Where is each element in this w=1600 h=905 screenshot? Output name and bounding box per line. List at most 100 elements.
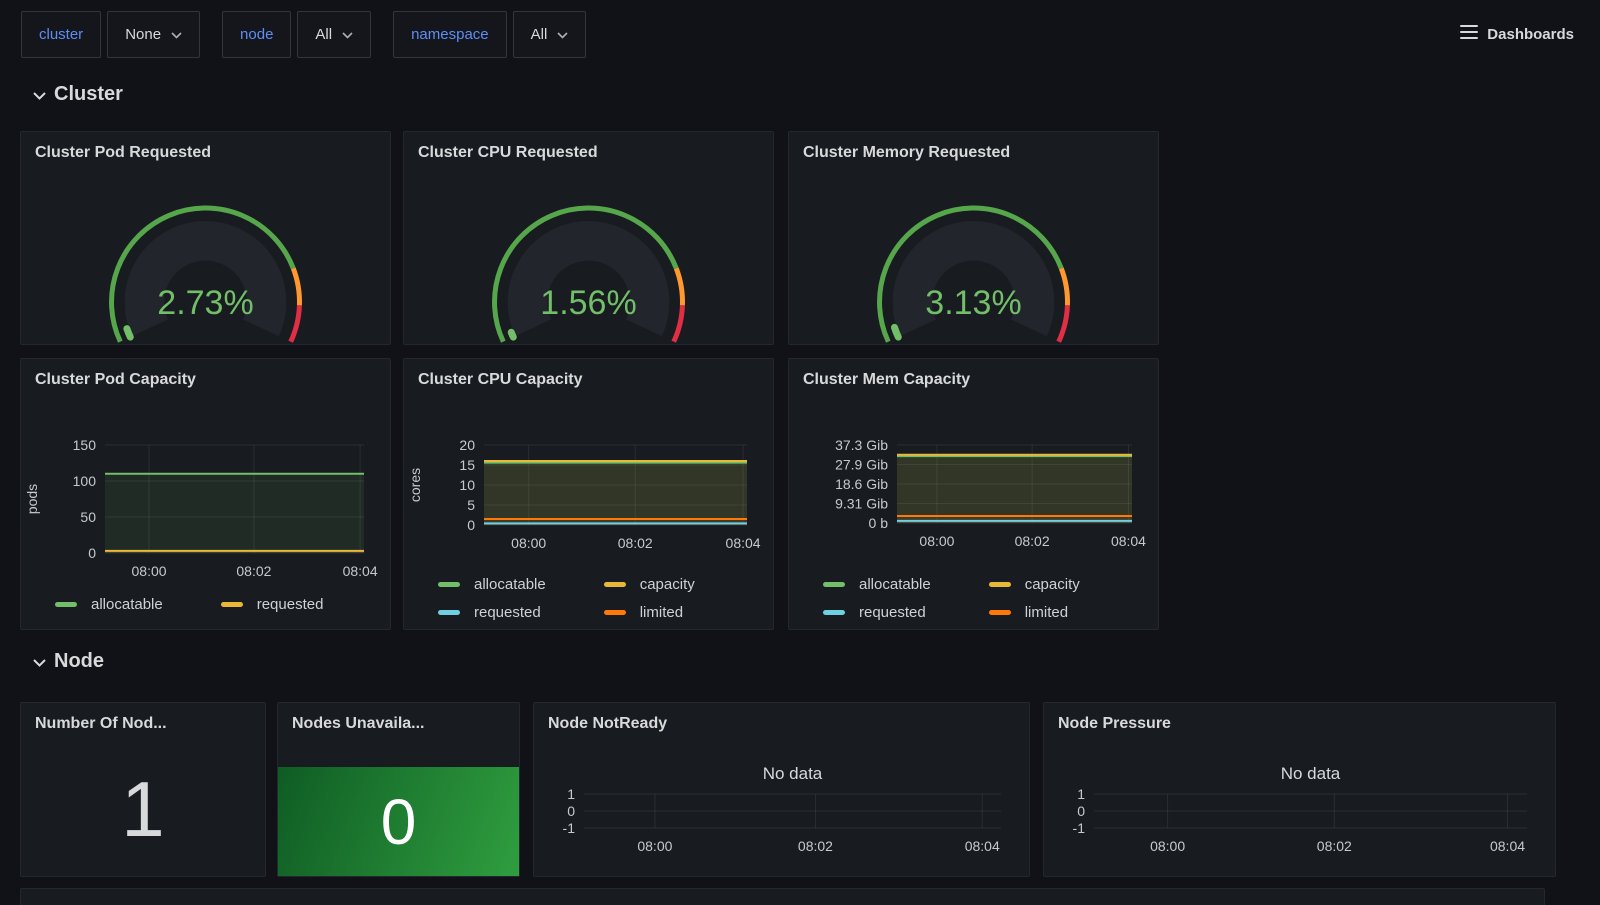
gauge-cluster-pod-requested: 2.73% (21, 162, 390, 344)
legend-item-allocatable[interactable]: allocatable (55, 596, 163, 613)
chart-svg: 0 5 10 15 20 08:00 08:02 08:04 cores (407, 437, 761, 551)
legend-item-limited[interactable]: limited (988, 604, 1080, 621)
legend-item-requested[interactable]: requested (823, 604, 931, 621)
chevron-down-icon (171, 26, 182, 43)
legend-item-capacity[interactable]: capacity (988, 576, 1080, 593)
legend-item-limited[interactable]: limited (603, 604, 695, 621)
legend-color-pill (603, 610, 626, 615)
legend-item-requested[interactable]: requested (438, 604, 546, 621)
legend-label: requested (859, 604, 926, 621)
y-tick-label: 0 (1077, 803, 1085, 819)
y-tick-label: 0 b (869, 515, 889, 531)
legend-label: limited (639, 604, 684, 621)
filter-cluster-select[interactable]: None (107, 10, 201, 58)
gauge-threshold-arc (290, 267, 302, 306)
legend-label: capacity (639, 576, 695, 593)
chevron-down-icon (33, 83, 46, 106)
chart-node-notready: -1 0 1 08:00 08:02 08:04 No data (534, 743, 1029, 876)
dashboards-button[interactable]: Dashboards (1460, 25, 1574, 43)
gauge-svg: 2.73% (109, 205, 302, 343)
x-tick-label: 08:00 (637, 838, 672, 854)
y-tick-label: 100 (73, 473, 97, 489)
gauge-face (892, 221, 1055, 337)
panel-title[interactable]: Cluster CPU Requested (418, 144, 598, 161)
stat-background: 0 (278, 767, 519, 876)
filter-cluster-value: None (125, 25, 162, 43)
x-tick-label: 08:02 (798, 838, 833, 854)
legend-item-allocatable[interactable]: allocatable (438, 576, 546, 593)
x-tick-label: 08:02 (618, 535, 653, 551)
panel-cluster-pod-requested: Cluster Pod Requested 2.73% (20, 131, 391, 345)
y-tick-label: -1 (1073, 820, 1086, 836)
gauge-threshold-arc (673, 267, 685, 306)
series-fill-limited (484, 519, 747, 525)
gauge-svg: 1.56% (492, 205, 685, 343)
x-tick-label: 08:00 (511, 535, 546, 551)
legend-item-capacity[interactable]: capacity (603, 576, 695, 593)
y-axis-label: cores (407, 468, 423, 502)
gauge-value-arc (507, 328, 517, 341)
legend-color-pill (438, 582, 460, 587)
panel-title[interactable]: Number Of Nod... (35, 715, 167, 732)
chevron-down-icon (557, 26, 568, 43)
x-tick-label: 08:04 (965, 838, 1000, 854)
filter-node-select[interactable]: All (297, 10, 372, 58)
y-tick-label: 20 (459, 437, 475, 453)
gauge-face (124, 221, 287, 337)
series-fill-capacity (484, 461, 747, 525)
x-tick-label: 08:02 (236, 563, 271, 579)
filter-cluster-label[interactable]: cluster (21, 10, 102, 58)
gauge-value-text: 3.13% (925, 284, 1021, 322)
gauge-face (507, 221, 670, 337)
panel-title[interactable]: Node NotReady (548, 715, 668, 732)
legend-item-allocatable[interactable]: allocatable (823, 576, 931, 593)
panel-title[interactable]: Cluster Memory Requested (803, 144, 1011, 161)
panel-title[interactable]: Cluster Mem Capacity (803, 371, 971, 388)
filter-namespace-select[interactable]: All (512, 10, 587, 58)
legend-color-pill (603, 582, 626, 587)
y-axis-label: pods (24, 484, 40, 514)
filter-node: node All (222, 10, 372, 58)
panel-title[interactable]: Cluster Pod Capacity (35, 371, 196, 388)
panel-title[interactable]: Nodes Unavaila... (292, 715, 425, 732)
panel-nodes-unavailable: Nodes Unavaila... 0 (277, 702, 520, 877)
y-tick-label: 9.31 Gib (835, 496, 888, 512)
x-tick-label: 08:00 (1150, 838, 1185, 854)
variable-filters: cluster None node All namespace All (21, 10, 587, 58)
x-tick-label: 08:04 (343, 563, 378, 579)
series-fill-allocatable (105, 473, 364, 553)
gauge-threshold-arc (1058, 267, 1070, 306)
chart-svg: -101 08:00 08:02 08:04 No data (1073, 764, 1527, 854)
y-tick-label: 0 (88, 545, 96, 561)
legend-label: requested (474, 604, 541, 621)
legend-label: allocatable (91, 596, 163, 613)
series-fill-allocatable (897, 456, 1132, 523)
filter-node-value: All (315, 25, 333, 43)
gauge-value-text: 1.56% (540, 284, 636, 322)
gauge-value-arc (123, 325, 134, 341)
section-header-node[interactable]: Node (33, 650, 104, 673)
panel-title[interactable]: Cluster Pod Requested (35, 144, 212, 161)
panel-title[interactable]: Cluster CPU Capacity (418, 371, 583, 388)
legend-color-pill (988, 582, 1011, 587)
legend: allocatable requested (55, 596, 323, 613)
y-tick-label: 150 (73, 437, 97, 453)
gauge-threshold-arc (1056, 305, 1070, 343)
y-tick-label: 15 (459, 457, 475, 473)
topbar: cluster None node All namespace All (21, 10, 1574, 58)
legend-label: capacity (1024, 576, 1080, 593)
gauge-value-arc (890, 323, 902, 341)
section-header-cluster[interactable]: Cluster (33, 83, 123, 106)
y-tick-label: 27.9 Gib (835, 457, 888, 473)
gauge-threshold-arc (877, 205, 1064, 343)
filter-node-label[interactable]: node (222, 10, 292, 58)
chart-cluster-pod-capacity: 0 50 100 150 08:00 08:02 08:04 pods allocatable r… (21, 389, 390, 629)
panel-number-of-nodes: Number Of Nod... 1 (20, 702, 266, 877)
filter-namespace-label[interactable]: namespace (393, 10, 507, 58)
y-tick-label: 1 (567, 786, 575, 802)
gauge-value-text: 2.73% (157, 284, 253, 322)
panel-cluster-mem-capacity: Cluster Mem Capacity 0 b 9.31 Gib 18.6 Gib… (788, 358, 1159, 630)
panel-title[interactable]: Node Pressure (1058, 715, 1171, 732)
legend-item-requested[interactable]: requested (220, 596, 323, 613)
